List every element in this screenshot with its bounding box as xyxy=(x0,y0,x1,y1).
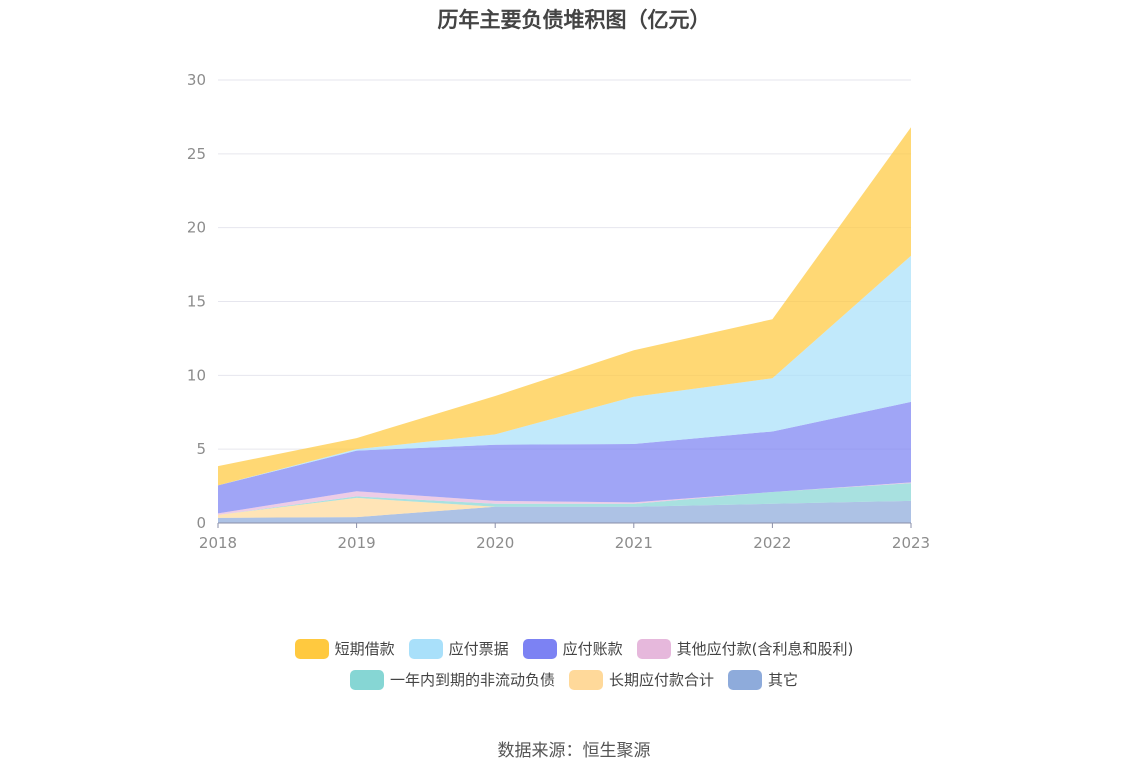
area-应付票据[interactable] xyxy=(218,255,911,486)
chart-title: 历年主要负债堆积图（亿元） xyxy=(437,8,711,32)
legend-item[interactable]: 其他应付款(含利息和股利) xyxy=(636,638,854,659)
area-长期应付款合计[interactable] xyxy=(218,497,911,518)
legend-row: 一年内到期的非流动负债 长期应付款合计 其它 xyxy=(0,669,1148,690)
y-tick-label: 15 xyxy=(187,293,206,311)
legend: 短期借款 应付票据 应付账款 其他应付款(含利息和股利) 一年内到期的非流动负债 长期应… xyxy=(0,638,1148,700)
area-series xyxy=(218,127,911,523)
y-tick-label: 30 xyxy=(187,71,206,89)
y-tick-label: 0 xyxy=(196,514,206,532)
area-一年内到期的非流动负债[interactable] xyxy=(218,483,911,515)
legend-label: 应付账款 xyxy=(562,640,623,658)
axes: 2018 2019 2020 2021 2022 2023 xyxy=(199,522,930,552)
legend-item[interactable]: 应付账款 xyxy=(522,638,623,659)
legend-swatch xyxy=(408,638,443,659)
legend-item[interactable]: 一年内到期的非流动负债 xyxy=(349,669,555,690)
x-tick-label: 2019 xyxy=(338,534,376,552)
y-tick-label: 5 xyxy=(196,440,206,458)
legend-swatch xyxy=(568,669,603,690)
legend-swatch xyxy=(636,638,671,659)
legend-swatch xyxy=(522,638,557,659)
area-chart: 0 5 10 15 20 25 30 2018 2019 2020 2021 2022 2023 xyxy=(187,71,930,552)
legend-row: 短期借款 应付票据 应付账款 其他应付款(含利息和股利) xyxy=(0,638,1148,659)
x-tick-label: 2022 xyxy=(753,534,791,552)
legend-label: 其他应付款(含利息和股利) xyxy=(676,640,854,658)
legend-item[interactable]: 短期借款 xyxy=(294,638,395,659)
area-应付账款[interactable] xyxy=(218,401,911,514)
legend-label: 长期应付款合计 xyxy=(608,671,714,689)
legend-swatch xyxy=(349,669,384,690)
area-短期借款[interactable] xyxy=(218,127,911,486)
y-tick-label: 25 xyxy=(187,145,206,163)
legend-label: 短期借款 xyxy=(334,640,395,658)
legend-label: 其它 xyxy=(768,671,799,689)
legend-label: 应付票据 xyxy=(448,640,509,658)
legend-swatch xyxy=(728,669,762,690)
y-tick-label: 10 xyxy=(187,366,206,384)
y-tick-label: 20 xyxy=(187,219,206,237)
data-source: 数据来源：恒生聚源 xyxy=(497,741,651,761)
legend-label: 一年内到期的非流动负债 xyxy=(389,671,555,689)
x-tick-label: 2021 xyxy=(615,534,653,552)
x-tick-label: 2018 xyxy=(199,534,237,552)
legend-item[interactable]: 应付票据 xyxy=(408,638,509,659)
legend-item[interactable]: 长期应付款合计 xyxy=(568,669,714,690)
x-tick-label: 2023 xyxy=(892,534,930,552)
legend-item[interactable]: 其它 xyxy=(728,669,798,690)
legend-swatch xyxy=(294,638,329,659)
area-其它[interactable] xyxy=(218,500,911,523)
x-tick-label: 2020 xyxy=(476,534,514,552)
